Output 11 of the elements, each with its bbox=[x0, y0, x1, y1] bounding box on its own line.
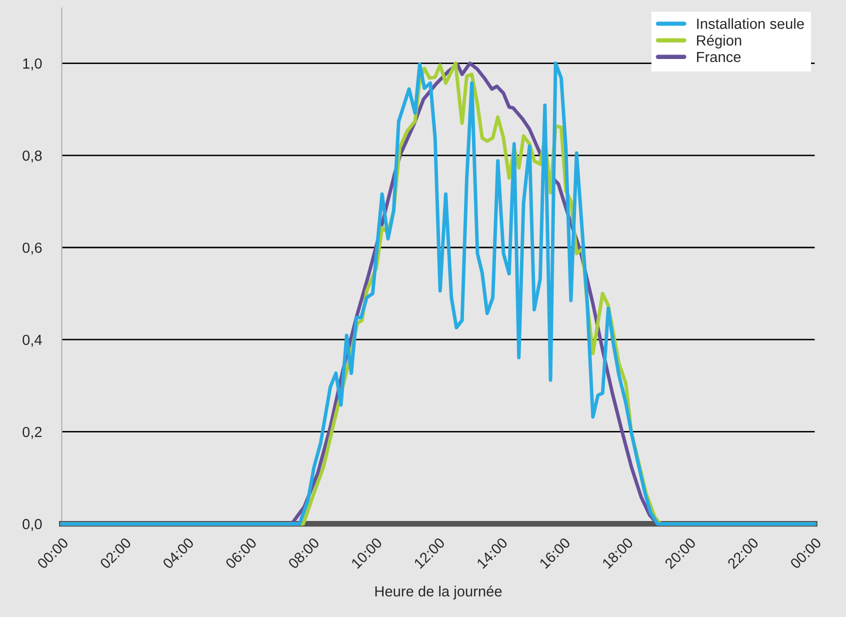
y-tick-label: 0,4 bbox=[22, 334, 42, 347]
y-tick-label: 0,0 bbox=[22, 518, 42, 531]
y-tick-label: 0,2 bbox=[22, 426, 42, 439]
legend-label: Installation seule bbox=[697, 18, 804, 29]
y-tick-label: 0,8 bbox=[22, 150, 42, 163]
line-series bbox=[60, 62, 816, 526]
y-tick-label: 1,0 bbox=[23, 58, 42, 70]
x-axis-title: Heure de la journée bbox=[375, 586, 502, 600]
legend-label: Région bbox=[697, 34, 742, 49]
y-tick-label: 0,6 bbox=[22, 242, 42, 255]
legend-label: France bbox=[697, 52, 741, 62]
